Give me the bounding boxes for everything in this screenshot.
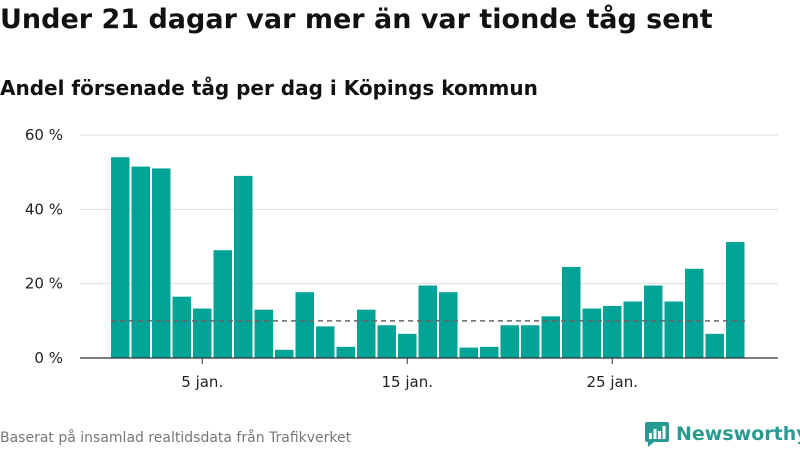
- bar: [500, 325, 519, 358]
- bar: [398, 333, 417, 358]
- x-tick-label: 25 jan.: [587, 373, 639, 391]
- newsworthy-logo-icon: [645, 422, 669, 447]
- bar: [459, 347, 478, 358]
- bar: [172, 296, 191, 358]
- brand-name: Newsworthy: [676, 423, 800, 445]
- bar: [418, 285, 437, 358]
- bar: [316, 326, 335, 358]
- bars: [111, 157, 745, 358]
- y-tick-label: 20 %: [25, 275, 63, 293]
- source-note: Baserat på insamlad realtidsdata från Tr…: [0, 430, 352, 446]
- y-tick-label: 40 %: [25, 200, 63, 218]
- bar: [562, 266, 581, 358]
- bar: [623, 301, 642, 358]
- bar: [336, 346, 355, 358]
- bar: [254, 309, 273, 358]
- bar: [275, 349, 294, 358]
- chart-subtitle: Andel försenade tåg per dag i Köpings ko…: [0, 76, 538, 100]
- bar: [377, 325, 396, 358]
- y-tick-label: 60 %: [25, 126, 63, 144]
- bar: [131, 166, 150, 358]
- grid-lines: [80, 134, 778, 285]
- bar: [582, 308, 601, 358]
- brand-logo: Newsworthy: [644, 420, 800, 448]
- bar: [521, 325, 540, 358]
- chart-title: Under 21 dagar var mer än var tionde tåg…: [0, 4, 713, 35]
- x-axis-ticks: 5 jan. 15 jan. 25 jan.: [181, 358, 638, 391]
- bar: [664, 301, 683, 358]
- bar: [295, 292, 314, 358]
- bar: [234, 175, 253, 358]
- bar: [480, 346, 499, 358]
- bar: [726, 242, 745, 358]
- y-tick-label: 0 %: [34, 349, 63, 367]
- bar: [644, 285, 663, 358]
- bar: [541, 316, 560, 358]
- bar: [685, 268, 704, 358]
- bar-chart: 0 % 20 % 40 % 60 % 5 jan. 15 jan. 25 jan.: [25, 126, 778, 391]
- bar: [603, 305, 622, 358]
- bar: [111, 157, 130, 358]
- bar: [213, 250, 232, 358]
- bar: [357, 309, 376, 358]
- y-axis-ticks: 0 % 20 % 40 % 60 %: [25, 126, 63, 367]
- x-tick-label: 15 jan.: [382, 373, 434, 391]
- bar: [152, 168, 171, 358]
- bar: [439, 292, 458, 358]
- x-tick-label: 5 jan.: [181, 373, 223, 391]
- bar: [705, 333, 724, 358]
- bar: [193, 308, 212, 358]
